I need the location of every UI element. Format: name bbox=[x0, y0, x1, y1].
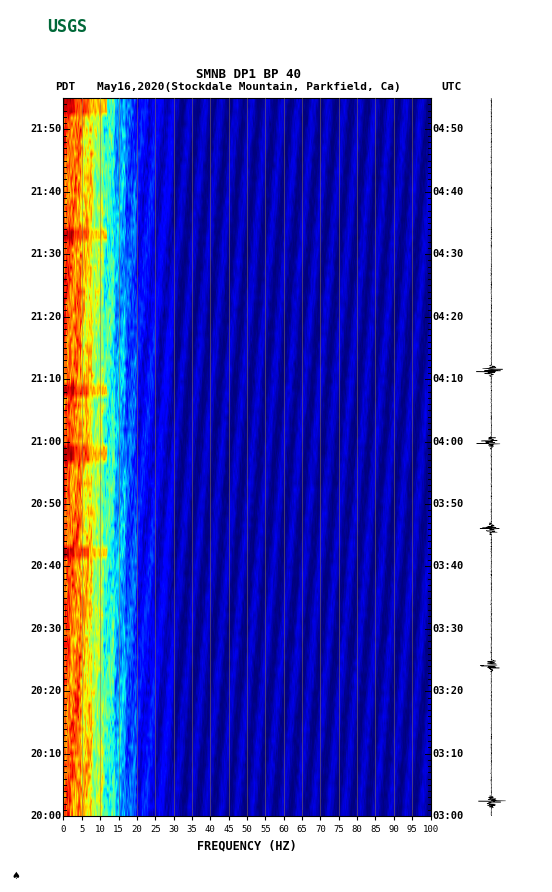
Text: 20:50: 20:50 bbox=[30, 499, 62, 509]
Text: 21:20: 21:20 bbox=[30, 311, 62, 322]
Text: 03:10: 03:10 bbox=[432, 748, 464, 759]
Text: 03:50: 03:50 bbox=[432, 499, 464, 509]
Text: ◣: ◣ bbox=[15, 16, 26, 29]
X-axis label: FREQUENCY (HZ): FREQUENCY (HZ) bbox=[197, 839, 297, 853]
Text: 20:10: 20:10 bbox=[30, 748, 62, 759]
Text: PDT: PDT bbox=[55, 82, 76, 93]
Text: 03:40: 03:40 bbox=[432, 561, 464, 572]
Text: 04:20: 04:20 bbox=[432, 311, 464, 322]
Text: 21:30: 21:30 bbox=[30, 249, 62, 260]
Text: 03:30: 03:30 bbox=[432, 624, 464, 634]
Text: 04:30: 04:30 bbox=[432, 249, 464, 260]
Text: 21:40: 21:40 bbox=[30, 186, 62, 197]
Text: 20:30: 20:30 bbox=[30, 624, 62, 634]
Text: UTC: UTC bbox=[442, 82, 462, 93]
Text: 03:00: 03:00 bbox=[432, 811, 464, 822]
Text: 04:50: 04:50 bbox=[432, 124, 464, 135]
Text: 04:40: 04:40 bbox=[432, 186, 464, 197]
Text: 20:20: 20:20 bbox=[30, 686, 62, 697]
Text: 04:10: 04:10 bbox=[432, 374, 464, 384]
Text: 21:10: 21:10 bbox=[30, 374, 62, 384]
Text: 21:00: 21:00 bbox=[30, 436, 62, 447]
Text: 20:00: 20:00 bbox=[30, 811, 62, 822]
Text: May16,2020(Stockdale Mountain, Parkfield, Ca): May16,2020(Stockdale Mountain, Parkfield… bbox=[97, 82, 400, 93]
Text: ♠: ♠ bbox=[11, 871, 20, 881]
Text: SMNB DP1 BP 40: SMNB DP1 BP 40 bbox=[196, 69, 301, 81]
Text: 20:40: 20:40 bbox=[30, 561, 62, 572]
Text: 04:00: 04:00 bbox=[432, 436, 464, 447]
Text: USGS: USGS bbox=[47, 18, 87, 36]
Text: 03:20: 03:20 bbox=[432, 686, 464, 697]
Text: 21:50: 21:50 bbox=[30, 124, 62, 135]
